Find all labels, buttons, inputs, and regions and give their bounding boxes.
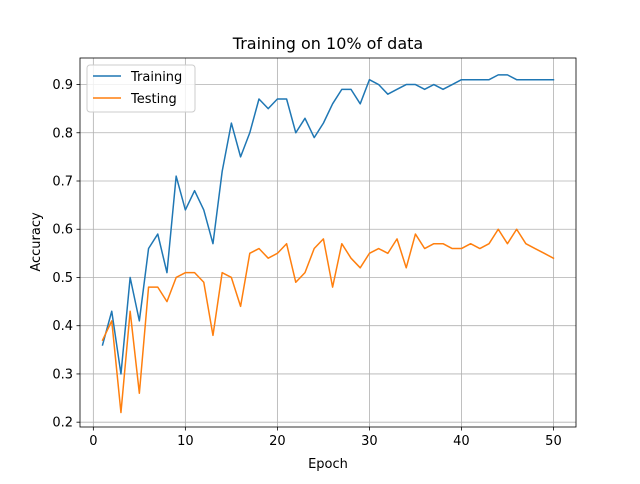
y-tick-label: 0.9: [52, 78, 73, 93]
legend-label-testing: Testing: [130, 92, 177, 107]
x-tick-label: 40: [453, 434, 470, 449]
y-tick-label: 0.6: [52, 223, 73, 238]
y-tick-label: 0.4: [52, 319, 73, 334]
legend: Training Testing: [86, 64, 196, 113]
x-tick-label: 20: [269, 434, 286, 449]
series-line-training: [101, 74, 555, 375]
x-tick-label: 30: [361, 434, 378, 449]
chart-title: Training on 10% of data: [232, 34, 423, 53]
y-tick-label: 0.5: [52, 271, 73, 286]
legend-label-training: Training: [130, 70, 182, 85]
plot-frame: [79, 57, 577, 428]
x-tick-label: 0: [89, 434, 97, 449]
x-tick-label: 50: [545, 434, 562, 449]
y-tick-label: 0.8: [52, 126, 73, 141]
series-layer: [101, 74, 555, 414]
y-axis-label: Accuracy: [29, 212, 44, 272]
y-tick-label: 0.3: [52, 367, 73, 382]
y-tick-label: 0.2: [52, 416, 73, 431]
x-tick-label: 10: [177, 434, 194, 449]
ticks-layer: 0 10 20 30 40 50 0.2 0.3 0.4 0.5 0.6 0.7 0.8 0.9: [52, 78, 561, 449]
x-axis-label: Epoch: [308, 457, 348, 472]
series-line-testing: [101, 228, 555, 414]
y-tick-label: 0.7: [52, 175, 73, 190]
grid-layer: [80, 58, 576, 427]
